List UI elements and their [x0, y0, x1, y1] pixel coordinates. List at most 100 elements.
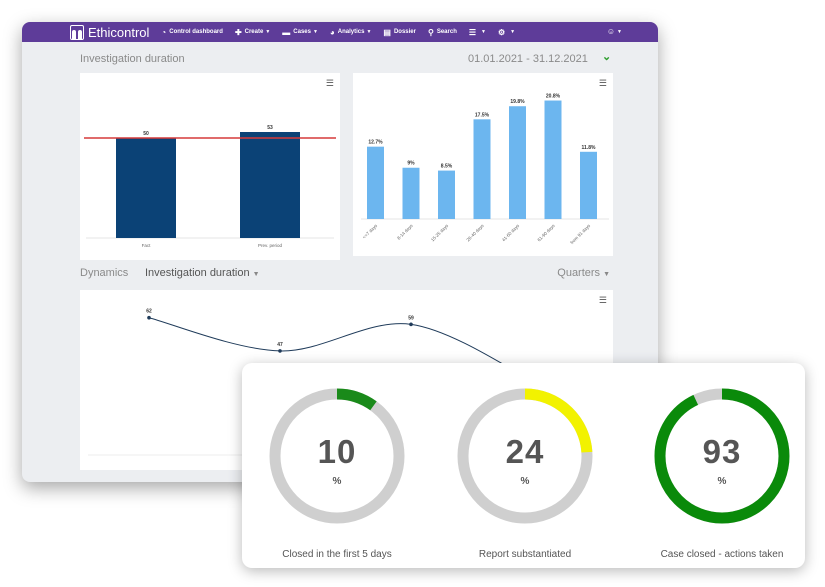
nav-item-control-dashboard[interactable]: ◔ Control dashboard: [161, 28, 223, 37]
gauge-ring: [457, 388, 593, 524]
nav-item-label: Dossier: [393, 29, 416, 35]
caret-down-icon: ▼: [252, 271, 260, 278]
brand-name: Ethicontrol: [88, 24, 150, 40]
nav-item-cases[interactable]: ▬ Cases ▼: [282, 28, 318, 37]
bar: [402, 167, 420, 219]
point-value-label: 59: [408, 315, 414, 321]
nav-item-label: Control dashboard: [169, 29, 223, 35]
kpi-value: 24: [505, 433, 545, 470]
bar-value-label: 19.8%: [510, 99, 525, 105]
dynamics-metric-select[interactable]: Investigation duration ▼: [145, 267, 260, 279]
bar: [240, 132, 300, 238]
brand[interactable]: Ethicontrol: [70, 24, 150, 40]
plus-icon: ✚: [234, 27, 242, 37]
data-point: [147, 315, 151, 320]
bar: [438, 170, 455, 219]
chart-menu-icon[interactable]: ☰: [325, 78, 334, 88]
x-tick-label: 8-14 days: [396, 223, 414, 241]
kpi-unit: %: [717, 476, 727, 487]
x-tick-label: Fact: [142, 243, 152, 248]
x-tick-label: <=7 days: [362, 223, 379, 240]
main-nav: ◔ Control dashboard ✚ Create ▼ ▬ Cases ▼ ◕ Analyt…: [161, 28, 527, 37]
chart-menu-icon[interactable]: ☰: [598, 295, 607, 305]
kpi-label: Closed in the first 5 days: [282, 549, 392, 560]
x-tick-label: from 91 days: [569, 223, 591, 245]
nav-item-gear[interactable]: ⚙ ▼: [498, 28, 515, 37]
bar-value-label: 17.5%: [475, 112, 490, 118]
nav-item-label: Search: [436, 29, 457, 35]
bar-value-label: 50: [143, 131, 149, 137]
gauge-ring: [269, 388, 405, 524]
gauge-progress-arc: [654, 388, 790, 524]
nav-item-label: Create: [244, 29, 264, 35]
top-navigation-bar: Ethicontrol ◔ Control dashboard ✚ Create ▼ ▬ C…: [22, 22, 658, 42]
menu-icon: ☰: [468, 27, 477, 37]
gauge-progress-arc: [269, 388, 405, 524]
x-tick-label: 15-25 days: [430, 223, 450, 243]
fact-vs-prev-chart: 50 Fact 53 Prev. period: [84, 125, 336, 248]
x-tick-label: 26-40 days: [465, 223, 485, 243]
point-value-label: 62: [146, 309, 152, 315]
kpi-gauge: 93% Case closed - actions taken: [627, 381, 817, 560]
gauge-ring: [654, 388, 790, 524]
duration-distribution-chart-panel: ☰ 12.7% <=7 days 9% 8-14 days 8.5% 15-25 days…: [353, 73, 613, 256]
caret-down-icon: ▼: [510, 29, 516, 35]
pie-chart-icon: ◕: [329, 27, 335, 37]
bar-value-label: 20.8%: [546, 94, 561, 100]
series-line: [148, 317, 543, 387]
period-value: Quarters: [557, 267, 601, 279]
dashboard-icon: ◔: [161, 27, 167, 37]
chevron-down-icon[interactable]: ⌄: [602, 51, 612, 63]
user-icon: ☺: [606, 27, 616, 36]
user-menu[interactable]: ☺ ▼: [607, 27, 622, 36]
dynamics-label: Dynamics: [80, 267, 129, 279]
nav-item-create[interactable]: ✚ Create ▼: [235, 28, 270, 37]
kpi-unit: %: [332, 476, 342, 487]
x-tick-label: 41-60 days: [501, 223, 521, 243]
kpi-value: 10: [317, 433, 357, 470]
kpi-label: Case closed - actions taken: [660, 549, 784, 560]
data-point: [278, 349, 282, 353]
dynamics-metric-value: Investigation duration: [145, 267, 250, 279]
nav-item-analytics[interactable]: ◕ Analytics ▼: [330, 28, 371, 37]
nav-item-dossier[interactable]: ▤ Dossier: [383, 28, 416, 37]
fact-vs-prev-chart-panel: ☰ 50 Fact 53 Prev. period: [80, 73, 340, 260]
caret-down-icon: ▼: [265, 29, 271, 35]
gauge-progress-arc: [457, 388, 593, 524]
kpi-value: 93: [702, 433, 742, 470]
bar-value-label: 11.8%: [582, 145, 596, 151]
bar: [580, 151, 597, 219]
bar-value-label: 53: [267, 125, 273, 131]
nav-item-menu[interactable]: ☰ ▼: [469, 28, 486, 37]
kpi-card: 10% Closed in the first 5 days 24% Report s…: [242, 363, 805, 568]
point-value-label: 47: [277, 342, 283, 348]
bar: [367, 146, 384, 219]
search-icon: ⚲: [427, 27, 434, 37]
period-select[interactable]: Quarters ▼: [557, 267, 610, 279]
gear-icon: ⚙: [497, 27, 506, 37]
caret-down-icon: ▼: [481, 29, 486, 35]
bar: [544, 100, 562, 219]
bar-value-label: 12.7%: [368, 140, 383, 146]
kpi-gauge: 24% Report substantiated: [430, 381, 620, 560]
x-tick-label: 61-90 days: [536, 223, 556, 243]
bar-value-label: 9%: [407, 161, 415, 167]
dossier-icon: ▤: [383, 27, 391, 37]
chevron-down-icon: ▼: [617, 28, 622, 35]
bar-value-label: 8.5%: [441, 164, 453, 170]
caret-down-icon: ▼: [603, 271, 610, 278]
section-title: Investigation duration: [80, 53, 185, 65]
nav-item-search[interactable]: ⚲ Search: [428, 28, 457, 37]
date-range[interactable]: 01.01.2021 - 31.12.2021: [468, 53, 588, 65]
bar: [509, 106, 526, 219]
bar: [116, 138, 176, 238]
kpi-label: Report substantiated: [478, 549, 572, 560]
nav-item-label: Analytics: [337, 29, 365, 35]
x-tick-label: Prev. period: [258, 243, 282, 248]
data-point: [409, 322, 413, 327]
chart-menu-icon[interactable]: ☰: [598, 78, 607, 88]
nav-item-label: Cases: [293, 29, 311, 35]
kpi-gauge: 10% Closed in the first 5 days: [242, 381, 432, 560]
bar: [473, 119, 491, 219]
caret-down-icon: ▼: [312, 29, 318, 35]
